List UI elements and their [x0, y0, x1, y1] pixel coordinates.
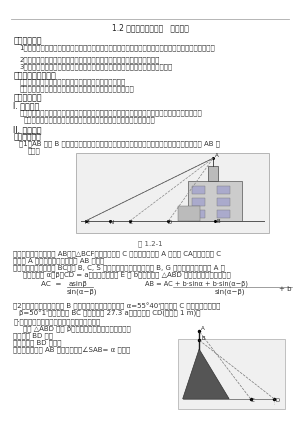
Text: 点观看 A 的仰角，就可以计算出 AB 的比。: 点观看 A 的仰角，就可以计算出 AB 的比。 [13, 258, 104, 264]
Bar [208, 166, 218, 181]
Text: 例1、AB 是由 B 不可到达的一个建筑物，人为求建筑物的最高点，设计一种测量建筑物高度 AB 的: 例1、AB 是由 B 不可到达的一个建筑物，人为求建筑物的最高点，设计一种测量建… [19, 140, 220, 147]
Text: 重点：综合灵活测量工具，解决生活中的测量或度问题。: 重点：综合灵活测量工具，解决生活中的测量或度问题。 [19, 79, 125, 86]
Text: AC  =: AC = [41, 281, 61, 287]
Text: 仰角分别是 α，β，CD = a，测角仪器的高 E 是 b，那么，在 △ABD 中，根据正弦定理可得：: 仰角分别是 α，β，CD = a，测角仪器的高 E 是 b，那么，在 △ABD … [23, 272, 231, 278]
Bar [178, 339, 285, 409]
Text: 乙、具体 BD 边。: 乙、具体 BD 边。 [13, 332, 53, 339]
Text: D: D [167, 220, 172, 225]
Text: 1.2 解三角形应用举例   第二课时: 1.2 解三角形应用举例 第二课时 [112, 23, 188, 32]
Text: 二、教学重点、难点: 二、教学重点、难点 [13, 71, 56, 80]
Text: 问·根据已知条件，大家能设计出解题思路吗？: 问·根据已知条件，大家能设计出解题思路吗？ [13, 318, 101, 325]
Text: β=50°1'，已知铁塔 BC 部分的高为 27.3 a，求由山高 CD(精确到 1 m)。: β=50°1'，已知铁塔 BC 部分的高为 27.3 a，求由山高 CD(精确到… [19, 310, 201, 317]
Text: A: A [215, 153, 219, 158]
Text: 1、能够运用正弦定理、余弦定理等知识和有关方法解决一些有关距离不可到达的物体高度或深度的问题: 1、能够运用正弦定理、余弦定理等知识和有关方法解决一些有关距离不可到达的物体高度… [19, 44, 215, 51]
Text: C: C [129, 220, 133, 225]
Text: A: A [201, 326, 205, 331]
Text: 难点：把握解题完全的层次，从中找到解决问题的关键条件。: 难点：把握解题完全的层次，从中找到解决问题的关键条件。 [19, 86, 134, 92]
Text: 2、初步深化解三角形发现问题的一般方法，形成良好的研究、探索习惯。: 2、初步深化解三角形发现问题的一般方法，形成良好的研究、探索习惯。 [19, 56, 160, 63]
Bar [192, 198, 205, 206]
Text: 〔范例讲解〕: 〔范例讲解〕 [13, 133, 41, 142]
Bar [217, 198, 230, 206]
Polygon shape [183, 349, 229, 399]
Bar [188, 181, 242, 221]
Text: D: D [275, 398, 279, 403]
Text: 例2、如图，在山顶铁塔上 B 处凝器轴顶上一点人的仰角 α=55°40'，在梯皮 C 处测得人处的俯角: 例2、如图，在山顶铁塔上 B 处凝器轴顶上一点人的仰角 α=55°40'，在梯皮… [13, 302, 221, 310]
Text: 测量飞机下方山顶的海拔高度呢？今天我们就来共同探讨这方面的问题: 测量飞机下方山顶的海拔高度呢？今天我们就来共同探讨这方面的问题 [23, 117, 155, 123]
Text: 丁、可若无求出 AB 之后，再搜索∠SAB= α 求得。: 丁、可若无求出 AB 之后，再搜索∠SAB= α 求得。 [13, 346, 130, 353]
Text: C: C [250, 398, 254, 403]
Text: 分析：本题的关键是求 AB，在△BCF中，如能求出 C 点到建筑物顶端 A 的距离 CA，则测出自 C: 分析：本题的关键是求 AB，在△BCF中，如能求出 C 点到建筑物顶端 A 的距… [13, 251, 221, 257]
Text: B: B [217, 219, 220, 224]
Text: + b: + b [279, 285, 291, 292]
Text: M: M [85, 220, 89, 225]
Bar [217, 186, 230, 194]
Text: 图 1.2-1: 图 1.2-1 [138, 241, 162, 248]
Text: asinβ: asinβ [69, 281, 88, 287]
Bar [76, 153, 269, 233]
Text: 三、教学过程: 三、教学过程 [13, 94, 42, 103]
Text: AB = AC + b·sinα + b·sin(α−β): AB = AC + b·sinα + b·sin(α−β) [145, 281, 248, 287]
Text: 一、教学目标: 一、教学目标 [13, 36, 42, 45]
Text: sin(α−β): sin(α−β) [214, 288, 245, 295]
Text: 方法。: 方法。 [27, 148, 40, 154]
Text: 若在 △ABD 中求 β，能无需语言求出哪条关系边？: 若在 △ABD 中求 β，能无需语言求出哪条关系边？ [23, 325, 131, 332]
Text: I. 课题导入: I. 课题导入 [13, 102, 40, 111]
Text: 解：选择一条水平直线 BC，使 B, C, S 三点在同一条直线上，由在 B, G 两点用测角仪器测得 A 的: 解：选择一条水平直线 BC，使 B, C, S 三点在同一条直线上，由在 B, … [13, 265, 225, 271]
Text: sin(α−β): sin(α−β) [67, 288, 97, 295]
Text: B: B [201, 336, 205, 341]
Text: N: N [110, 220, 113, 225]
Bar [192, 210, 205, 218]
Bar [217, 210, 230, 218]
Text: 3、进一步培养学生学习数学、应用数学的意识及观察、判断、类比、概括的能力: 3、进一步培养学生学习数学、应用数学的意识及观察、判断、类比、概括的能力 [19, 63, 172, 70]
Text: 提问：现实生活中，人们是怎样测量或最不可到达的建筑物高度的呢？又怎样在水平飞行的飞机上: 提问：现实生活中，人们是怎样测量或最不可到达的建筑物高度的呢？又怎样在水平飞行的… [19, 110, 202, 116]
Bar [192, 186, 205, 194]
Text: II. 讲授新课: II. 讲授新课 [13, 126, 42, 134]
Text: 丙、能否求 BD 边吗？: 丙、能否求 BD 边吗？ [13, 339, 62, 346]
Bar [178, 206, 200, 221]
